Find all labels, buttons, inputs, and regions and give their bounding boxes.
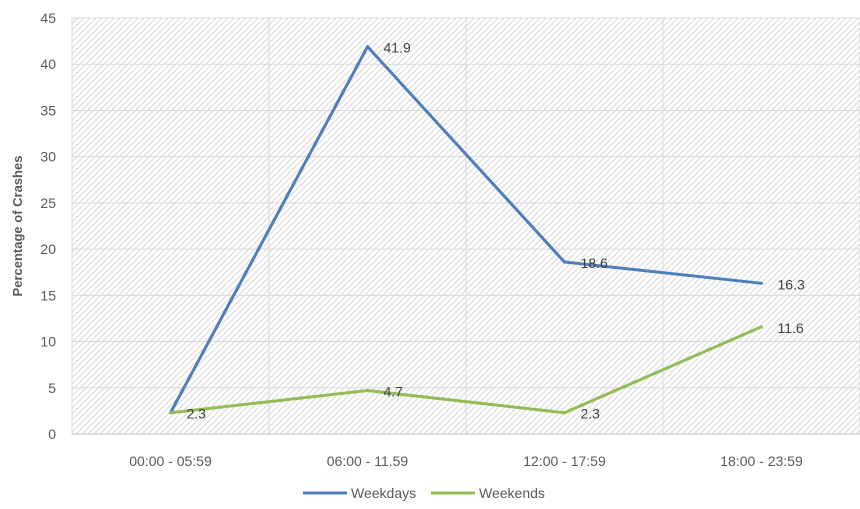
legend: Weekdays Weekends (303, 485, 545, 501)
data-label: 2.3 (187, 406, 207, 422)
y-tick-label: 20 (40, 241, 56, 257)
y-tick-label: 10 (40, 334, 56, 350)
data-label: 2.3 (581, 406, 601, 422)
y-tick-label: 25 (40, 195, 56, 211)
data-label: 4.7 (384, 384, 404, 400)
y-tick-label: 15 (40, 287, 56, 303)
y-axis-label: Percentage of Crashes (10, 156, 25, 297)
y-tick-label: 30 (40, 149, 56, 165)
legend-label: Weekends (479, 485, 545, 501)
data-point (760, 325, 763, 329)
series-line-weekdays (169, 45, 762, 414)
x-tick-label: 06:00 - 11.59 (327, 453, 409, 469)
data-point (563, 411, 566, 415)
data-label: 18.6 (581, 255, 608, 271)
data-point (366, 45, 369, 49)
x-tick-label: 18:00 - 23:59 (720, 453, 803, 469)
data-point (760, 281, 763, 285)
data-point (169, 411, 172, 415)
gridlines (71, 17, 860, 434)
data-label: 41.9 (384, 40, 411, 56)
x-axis: 00:00 - 05:59 06:00 - 11.59 12:00 - 17:59 1… (72, 433, 860, 469)
y-tick-label: 45 (40, 10, 56, 26)
y-tick-label: 40 (40, 56, 56, 72)
data-labels: 41.9 18.6 16.3 2.3 4.7 2.3 11.6 (187, 40, 805, 422)
y-tick-label: 0 (48, 426, 56, 442)
legend-label: Weekdays (351, 485, 416, 501)
data-label: 11.6 (778, 320, 804, 336)
y-tick-label: 5 (48, 380, 56, 396)
series-line-weekends (170, 325, 763, 415)
x-tick-label: 12:00 - 17:59 (523, 453, 606, 469)
data-point (366, 389, 369, 393)
data-label: 16.3 (778, 276, 805, 292)
data-point (563, 260, 566, 264)
y-tick-label: 35 (40, 102, 56, 118)
y-axis: 0 5 10 15 20 25 30 35 40 45 (40, 10, 56, 442)
series-group (169, 45, 763, 415)
x-tick-label: 00:00 - 05:59 (129, 453, 212, 469)
